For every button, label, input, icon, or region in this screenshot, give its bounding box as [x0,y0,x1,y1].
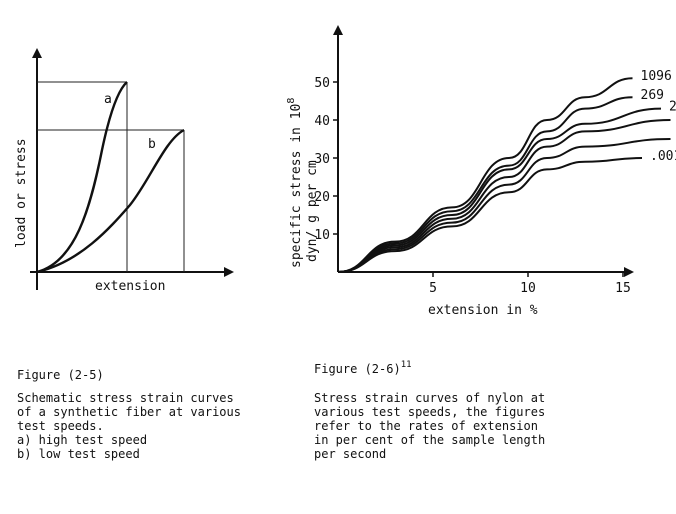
curve-a-label: a [104,92,112,107]
right-x-axis-label: extension in % [428,303,538,318]
left-x-axis-label: extension [95,279,165,294]
x-tick-label-5: 5 [429,281,437,296]
series-label-.0013: .0013 [650,149,676,164]
series-line-.0013 [337,157,643,273]
y-tick-label-20: 20 [314,190,330,205]
left-figure-caption: Schematic stress strain curves of a synt… [17,391,241,461]
x-tick-label-15: 15 [615,281,631,296]
x-tick-label-10: 10 [520,281,536,296]
right-figure-reference: 11 [400,360,412,370]
left-y-axis-label: load or stress [14,138,29,248]
series-line-22 [337,107,662,273]
y-exponent: 8 [286,98,297,104]
curve-b [36,128,185,274]
series-group: 1096269222.0.04.0013 [337,69,676,273]
y-tick-label-40: 40 [314,114,330,129]
y-tick-label-50: 50 [314,76,330,91]
right-figure-title-text: Figure (2-6) [314,362,401,376]
tick-group: 51015201020304050 [314,76,631,296]
series-label-269: 269 [641,88,664,103]
curve-b-label: b [148,137,156,152]
series-line-1096 [337,77,633,273]
y-tick-label-10: 10 [314,228,330,243]
schematic-chart: a b load or stress extension [14,48,234,294]
curve-a [36,81,128,274]
nylon-chart: 51015201020304050 1096269222.0.04.0013 s… [286,25,676,318]
right-figure-caption: Stress strain curves of nylon at various… [314,391,546,461]
series-line-2.0 [337,119,671,273]
series-label-1096: 1096 [641,69,672,84]
right-y-axis-label-line1: specific stress in 108 [286,98,304,268]
series-line-.04 [337,138,671,273]
series-label-22: 22 [669,100,676,115]
series-line-269 [337,96,633,273]
right-y-axis-label-line2: dyn/ g per cm [305,160,320,262]
right-figure-title: Figure (2-6)11 [314,360,412,376]
y-tick-label-30: 30 [314,152,330,167]
left-figure-title: Figure (2-5) [17,368,104,382]
